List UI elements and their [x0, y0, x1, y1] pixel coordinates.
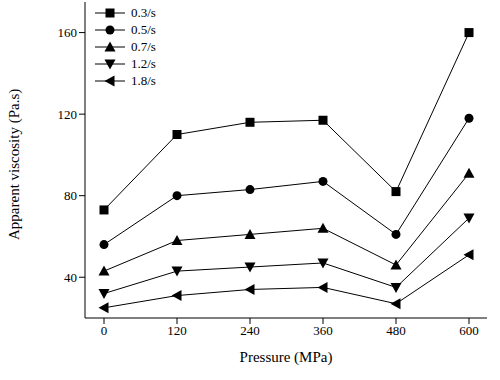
svg-text:120: 120: [167, 323, 187, 338]
html-text:1.8/s: 1.8/s: [131, 72, 156, 88]
svg-text:360: 360: [313, 323, 333, 338]
svg-text:240: 240: [240, 323, 260, 338]
svg-text:600: 600: [459, 323, 479, 338]
svg-text:Apparent viscosity (Pa.s): Apparent viscosity (Pa.s): [8, 89, 23, 240]
svg-text:80: 80: [64, 188, 77, 203]
svg-text:0: 0: [101, 323, 108, 338]
svg-text:Pressure (MPa): Pressure (MPa): [240, 349, 333, 366]
svg-text:120: 120: [58, 107, 78, 122]
svg-text:160: 160: [58, 25, 78, 40]
html-text:0.7/s: 0.7/s: [131, 38, 156, 54]
html-text:1.2/s: 1.2/s: [131, 55, 156, 71]
html-text:0.5/s: 0.5/s: [131, 21, 156, 37]
svg-text:40: 40: [64, 270, 77, 285]
html-text:0.3/s: 0.3/s: [131, 4, 156, 20]
svg-text:480: 480: [386, 323, 406, 338]
